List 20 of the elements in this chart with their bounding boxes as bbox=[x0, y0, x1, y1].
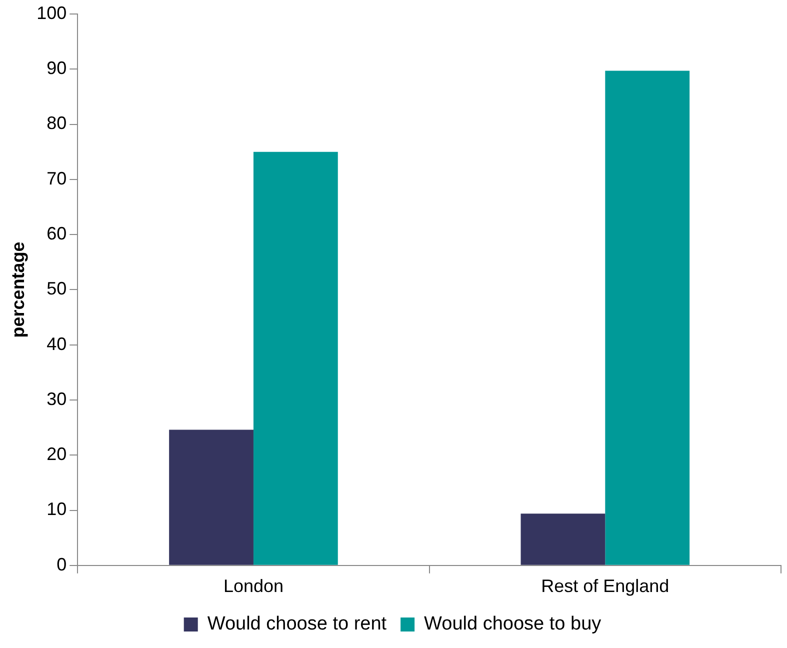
bar bbox=[605, 70, 690, 565]
y-tick-label: 50 bbox=[46, 278, 67, 299]
y-tick-label: 10 bbox=[46, 499, 67, 520]
y-tick-label: 100 bbox=[36, 2, 67, 23]
y-tick-label: 60 bbox=[46, 224, 67, 244]
y-tick-label: 0 bbox=[56, 554, 67, 574]
y-tick-label: 40 bbox=[46, 334, 67, 354]
legend-label: Would choose to rent bbox=[207, 614, 388, 635]
bar bbox=[169, 430, 254, 565]
x-tick-label: London bbox=[223, 576, 284, 596]
y-axis-title: percentage bbox=[8, 242, 28, 338]
y-tick-label: 70 bbox=[46, 168, 67, 188]
legend-label: Would choose to buy bbox=[424, 614, 602, 635]
y-tick-label: 20 bbox=[46, 444, 67, 464]
y-tick-label: 90 bbox=[46, 58, 67, 78]
y-tick-label: 30 bbox=[46, 388, 67, 409]
x-tick-label: Rest of England bbox=[541, 576, 670, 596]
y-tick-label: 80 bbox=[46, 113, 67, 134]
bar bbox=[520, 514, 606, 565]
bar bbox=[253, 152, 338, 565]
